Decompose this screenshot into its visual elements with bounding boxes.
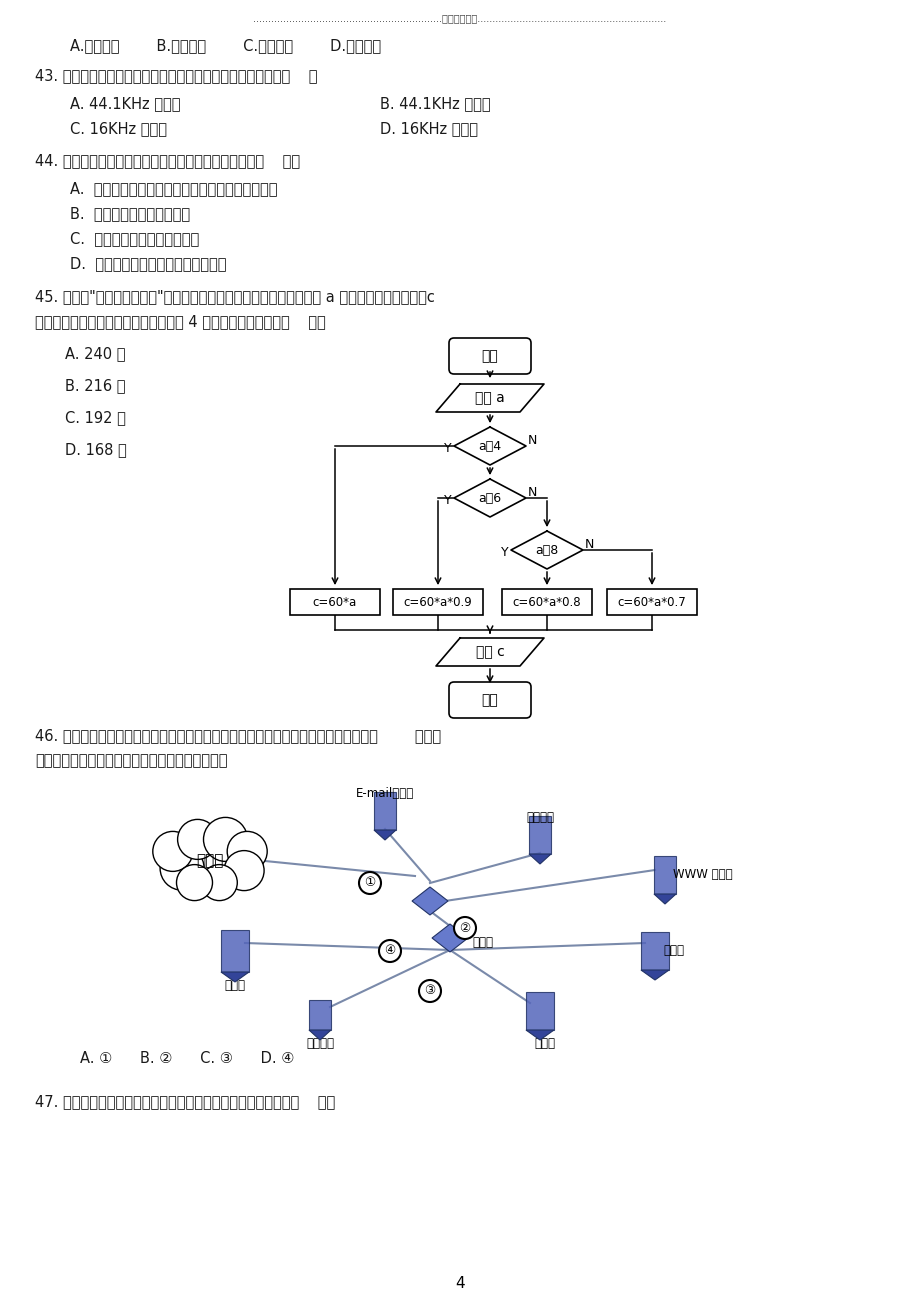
Polygon shape [309, 1030, 331, 1040]
Bar [221, 930, 249, 973]
Polygon shape [374, 829, 395, 840]
Polygon shape [221, 973, 249, 982]
Text: 43. 以下有关声音的采样和量化指标中，哪项声音效果最好？（    ）: 43. 以下有关声音的采样和量化指标中，哪项声音效果最好？（ ） [35, 68, 317, 83]
Text: 学生机房: 学生机房 [306, 1036, 334, 1049]
Polygon shape [436, 638, 543, 667]
Bar [526, 992, 553, 1030]
Circle shape [203, 818, 247, 862]
Text: 行政楼: 行政楼 [224, 979, 245, 992]
Polygon shape [412, 887, 448, 915]
Text: 46. 为了防止来自外网的网络攻击，应该在下图所示的某中学校园网拓扑图中标识为（        ）的位: 46. 为了防止来自外网的网络攻击，应该在下图所示的某中学校园网拓扑图中标识为（… [35, 728, 440, 743]
Text: 表示付费金额（元）。若顾客一次购买 4 筒羽毛球，则需付费（    ）。: 表示付费金额（元）。若顾客一次购买 4 筒羽毛球，则需付费（ ）。 [35, 314, 325, 329]
Text: WWW 服务器: WWW 服务器 [673, 868, 732, 881]
Text: ①: ① [364, 876, 375, 889]
Circle shape [180, 831, 240, 891]
Text: 结束: 结束 [482, 693, 498, 707]
Text: ④: ④ [384, 944, 395, 957]
Bar [607, 589, 697, 615]
Text: 47. 两款智能手表的相关参数如下图所示。下列说法不正确的是（    ）。: 47. 两款智能手表的相关参数如下图所示。下列说法不正确的是（ ）。 [35, 1094, 335, 1109]
Circle shape [453, 917, 475, 939]
Text: Y: Y [444, 441, 451, 454]
Text: c=60*a*0.8: c=60*a*0.8 [512, 595, 581, 608]
Text: c=60*a*0.7: c=60*a*0.7 [617, 595, 686, 608]
Text: E-mail服务器: E-mail服务器 [356, 786, 414, 799]
Text: ③: ③ [424, 984, 436, 997]
Polygon shape [526, 1030, 553, 1040]
Text: 45. 某超市"羽毛球优惠活动"计费程序的流程图如下图所示。流程图中 a 表示购买数量（筒），c: 45. 某超市"羽毛球优惠活动"计费程序的流程图如下图所示。流程图中 a 表示购… [35, 289, 435, 303]
Polygon shape [528, 854, 550, 865]
Text: N: N [584, 538, 593, 551]
FancyBboxPatch shape [448, 682, 530, 717]
Polygon shape [432, 924, 468, 952]
Circle shape [224, 850, 264, 891]
Polygon shape [453, 479, 526, 517]
Text: a＜4: a＜4 [478, 440, 501, 453]
Polygon shape [641, 970, 668, 980]
Text: ②: ② [459, 922, 471, 935]
Text: 因特网: 因特网 [196, 854, 223, 868]
Circle shape [160, 846, 204, 891]
Circle shape [227, 832, 267, 871]
Bar [392, 589, 482, 615]
Bar [641, 932, 668, 970]
Text: 输入 a: 输入 a [474, 391, 505, 405]
Text: 教学楼: 教学楼 [534, 1036, 555, 1049]
Text: c=60*a*0.9: c=60*a*0.9 [403, 595, 471, 608]
Text: N: N [527, 486, 536, 499]
Text: Y: Y [501, 546, 508, 559]
Polygon shape [436, 384, 543, 411]
Polygon shape [453, 427, 526, 465]
Text: D. 168 元: D. 168 元 [65, 441, 127, 457]
Polygon shape [653, 894, 675, 904]
Text: C. 192 元: C. 192 元 [65, 410, 126, 424]
Bar [374, 792, 395, 829]
Text: A.  使用网络应该遵守《全国青少年网络文明公约》: A. 使用网络应该遵守《全国青少年网络文明公约》 [70, 181, 278, 197]
Bar [289, 589, 380, 615]
Circle shape [418, 980, 440, 1003]
Text: ...............................................................最新资料推荐...........: ........................................… [253, 13, 666, 23]
Text: 综合楼: 综合楼 [471, 936, 493, 949]
Bar [528, 816, 550, 854]
Text: 置（拓扑图示意，不代表物理位置）安装防火墙。: 置（拓扑图示意，不代表物理位置）安装防火墙。 [35, 753, 227, 768]
Circle shape [358, 872, 380, 894]
Text: D.  网络是虚拟空间可以不受法律约束: D. 网络是虚拟空间可以不受法律约束 [70, 256, 226, 271]
Text: 44. 下列关于遵守网络道德规范的叙述中，不正确的是（    ）。: 44. 下列关于遵守网络道德规范的叙述中，不正确的是（ ）。 [35, 154, 300, 168]
Polygon shape [510, 531, 583, 569]
Bar [309, 1000, 331, 1030]
Text: 4: 4 [455, 1276, 464, 1290]
Bar [653, 855, 675, 894]
Text: A. 44.1KHz 单声道: A. 44.1KHz 单声道 [70, 96, 180, 111]
Text: 输出 c: 输出 c [475, 644, 504, 659]
Text: 开始: 开始 [482, 349, 498, 363]
Bar [502, 589, 591, 615]
Text: c=60*a: c=60*a [312, 595, 357, 608]
Circle shape [177, 819, 218, 859]
Text: B. 216 元: B. 216 元 [65, 378, 125, 393]
Text: C. 16KHz 单声道: C. 16KHz 单声道 [70, 121, 167, 135]
Text: B. 44.1KHz 双声道: B. 44.1KHz 双声道 [380, 96, 490, 111]
FancyBboxPatch shape [448, 339, 530, 374]
Circle shape [176, 865, 212, 901]
Text: a＜6: a＜6 [478, 491, 501, 504]
Text: a＜8: a＜8 [535, 543, 558, 556]
Text: B.  不制作不传播计算机病毒: B. 不制作不传播计算机病毒 [70, 206, 190, 221]
Text: A. ①      B. ②      C. ③      D. ④: A. ① B. ② C. ③ D. ④ [80, 1051, 294, 1066]
Text: D. 16KHz 双声道: D. 16KHz 双声道 [380, 121, 478, 135]
Text: Y: Y [444, 493, 451, 506]
Text: A. 240 元: A. 240 元 [65, 346, 125, 361]
Text: N: N [527, 434, 536, 447]
Circle shape [201, 865, 237, 901]
Text: A.输出设备        B.存储设备        C.输入设备        D.特殊设备: A.输出设备 B.存储设备 C.输入设备 D.特殊设备 [70, 38, 380, 53]
Circle shape [379, 940, 401, 962]
Circle shape [153, 832, 193, 871]
Text: 学生宿舍: 学生宿舍 [526, 811, 553, 824]
Text: 实验楼: 实验楼 [663, 944, 683, 957]
Text: C.  不做危害网络信息安全的事: C. 不做危害网络信息安全的事 [70, 230, 199, 246]
